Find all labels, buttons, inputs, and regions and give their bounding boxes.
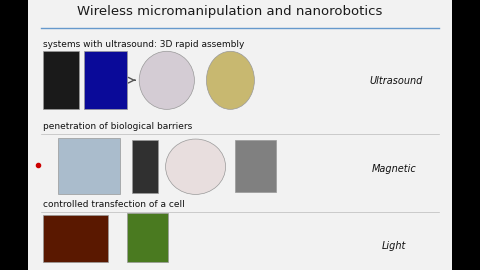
Bar: [84, 51, 127, 109]
Bar: [43, 215, 108, 262]
FancyBboxPatch shape: [28, 0, 452, 270]
Ellipse shape: [166, 139, 226, 194]
Bar: [235, 140, 276, 192]
Text: Light: Light: [382, 241, 406, 251]
Text: Ultrasound: Ultrasound: [370, 76, 423, 86]
Text: penetration of biological barriers: penetration of biological barriers: [43, 122, 192, 131]
Text: Wireless micromanipulation and nanorobotics: Wireless micromanipulation and nanorobot…: [77, 5, 382, 18]
Bar: [58, 138, 120, 194]
Bar: [132, 140, 158, 193]
Text: controlled transfection of a cell: controlled transfection of a cell: [43, 200, 185, 209]
Text: Magnetic: Magnetic: [372, 164, 417, 174]
Text: systems with ultrasound: 3D rapid assembly: systems with ultrasound: 3D rapid assemb…: [43, 40, 245, 49]
Ellipse shape: [139, 51, 194, 109]
Ellipse shape: [206, 51, 254, 109]
Bar: [43, 51, 79, 109]
Bar: [127, 213, 168, 262]
